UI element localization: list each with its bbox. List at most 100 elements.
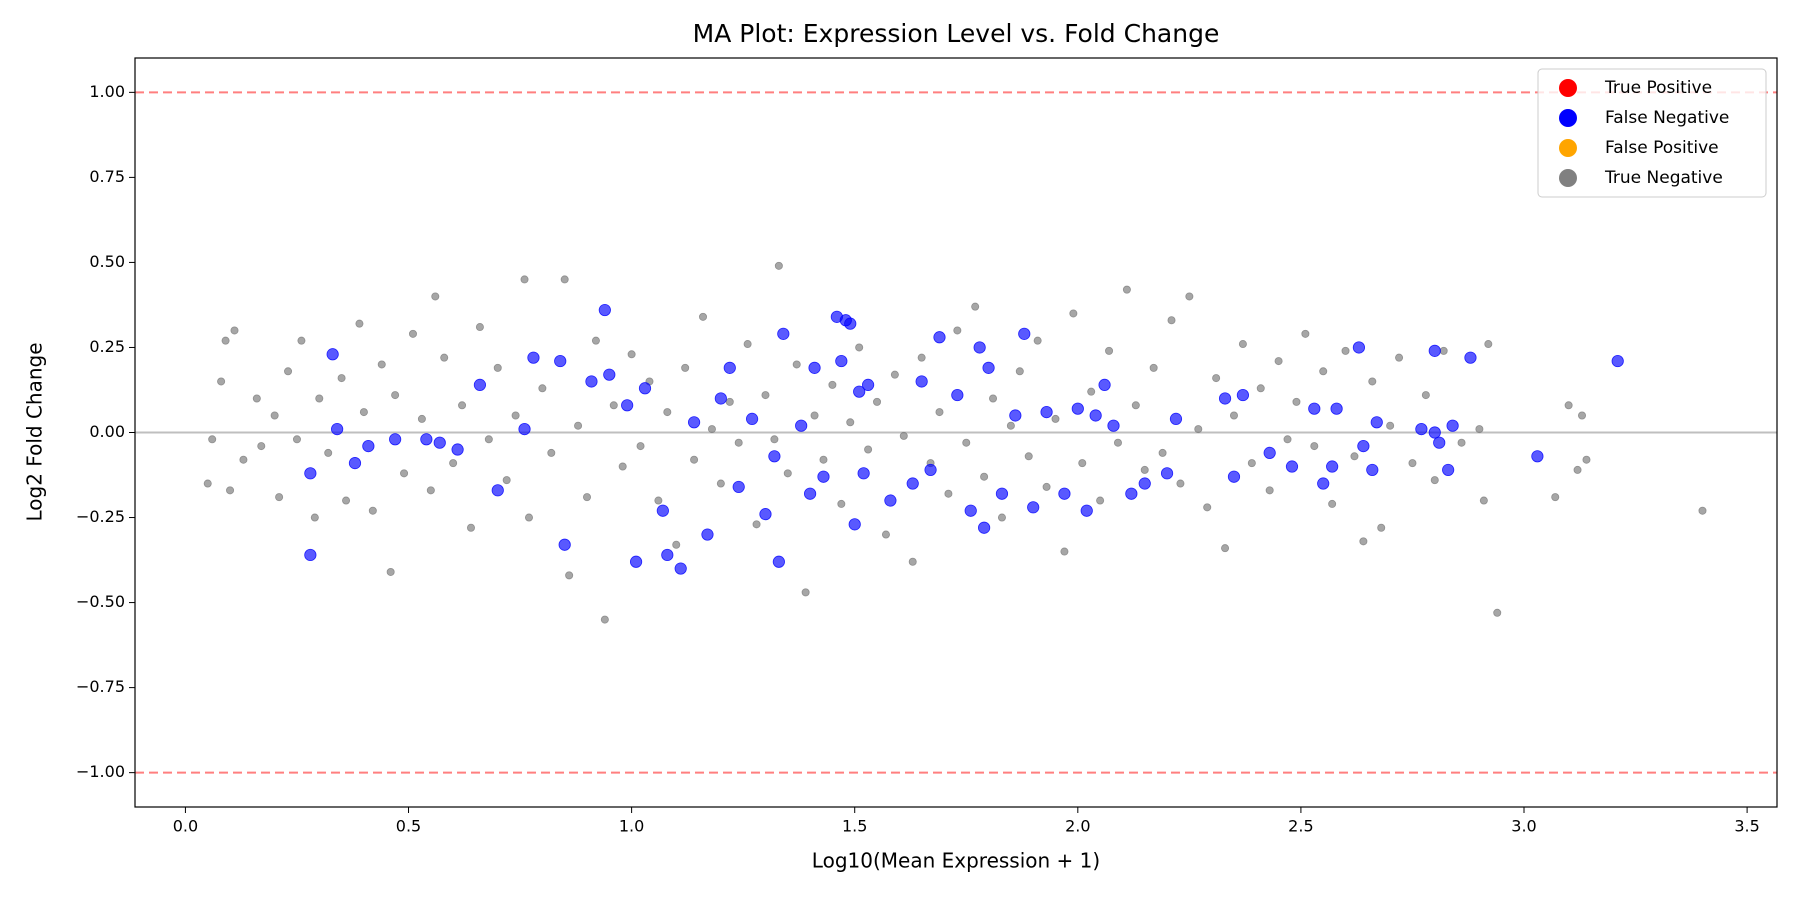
legend-marker [1559, 109, 1577, 127]
data-point [861, 378, 875, 391]
data-point [585, 375, 598, 388]
data-point [458, 401, 467, 410]
data-point [681, 363, 690, 372]
data-point [853, 385, 866, 398]
data-point [1292, 397, 1301, 406]
data-point [1475, 425, 1484, 434]
x-tick-label: 1.5 [842, 817, 867, 836]
data-point [701, 528, 714, 541]
data-point [560, 275, 569, 284]
data-point [1256, 384, 1265, 393]
data-point [1283, 435, 1292, 444]
data-point [962, 438, 971, 447]
data-point [1415, 422, 1428, 436]
data-point [817, 470, 830, 483]
data-point [915, 375, 928, 388]
data-point [1330, 402, 1343, 415]
data-point [881, 530, 890, 539]
data-point [1308, 402, 1321, 415]
data-point [475, 323, 484, 332]
data-point [527, 351, 540, 364]
data-point [342, 496, 351, 505]
data-point [1582, 455, 1591, 464]
data-point [1446, 419, 1459, 432]
data-point [964, 504, 977, 517]
data-point [627, 350, 636, 359]
data-point [1122, 285, 1131, 294]
data-point [598, 303, 611, 317]
legend-label: False Positive [1605, 138, 1719, 158]
plot-area [135, 91, 1777, 774]
data-point [484, 435, 493, 444]
data-point [674, 562, 687, 575]
data-point [846, 418, 855, 427]
data-point [864, 445, 873, 454]
data-point [1080, 504, 1093, 517]
data-point [1015, 367, 1024, 376]
data-point [389, 433, 402, 446]
data-point [980, 472, 989, 481]
data-point [716, 479, 725, 488]
data-point [603, 368, 616, 381]
data-point [1158, 448, 1167, 457]
data-point [1131, 401, 1140, 410]
data-point [359, 408, 368, 417]
legend-marker [1559, 139, 1577, 157]
data-point [203, 479, 212, 488]
data-point [440, 353, 449, 362]
data-point [1221, 544, 1230, 553]
data-point [1212, 374, 1221, 383]
data-point [408, 329, 417, 338]
data-point [1285, 460, 1299, 473]
data-point [1089, 409, 1102, 422]
y-tick-label: 0.25 [89, 337, 125, 356]
data-point [284, 367, 293, 376]
data-point [400, 469, 409, 478]
data-point [1113, 438, 1122, 447]
data-point [884, 494, 897, 507]
data-point [582, 493, 591, 502]
data-point [803, 487, 817, 500]
data-point [239, 455, 248, 464]
data-point [1058, 487, 1071, 500]
data-point [997, 513, 1006, 522]
data-point [221, 336, 230, 345]
data-point [1060, 547, 1069, 556]
x-tick-label: 0.0 [173, 817, 198, 836]
data-point [524, 513, 533, 522]
data-point [355, 319, 364, 328]
data-point [368, 506, 377, 515]
data-point [1442, 463, 1455, 477]
data-point [1578, 411, 1587, 420]
x-tick-label: 0.5 [396, 817, 421, 836]
data-point [208, 435, 217, 444]
data-point [1484, 340, 1493, 349]
data-point [1098, 378, 1111, 391]
data-point [1009, 409, 1022, 422]
data-point [1386, 421, 1395, 430]
data-point [1149, 363, 1158, 372]
data-point [386, 567, 395, 576]
data-point [547, 448, 556, 457]
data-point [857, 467, 870, 480]
data-point [1370, 416, 1383, 429]
data-point [933, 331, 946, 344]
data-point [1352, 341, 1366, 354]
y-tick-label: 0.50 [89, 252, 125, 271]
data-point [574, 421, 583, 430]
data-point [661, 548, 674, 562]
data-point [978, 521, 991, 534]
data-point [699, 312, 708, 321]
data-point [217, 377, 226, 386]
data-point [511, 411, 520, 420]
data-point [473, 378, 487, 391]
data-point [331, 422, 344, 436]
data-point [1698, 506, 1707, 515]
data-point [1238, 340, 1247, 349]
data-point [1326, 460, 1339, 473]
data-point [1229, 411, 1238, 420]
y-tick-label: −1.00 [76, 762, 125, 781]
data-point [663, 408, 672, 417]
data-point [1428, 426, 1441, 439]
